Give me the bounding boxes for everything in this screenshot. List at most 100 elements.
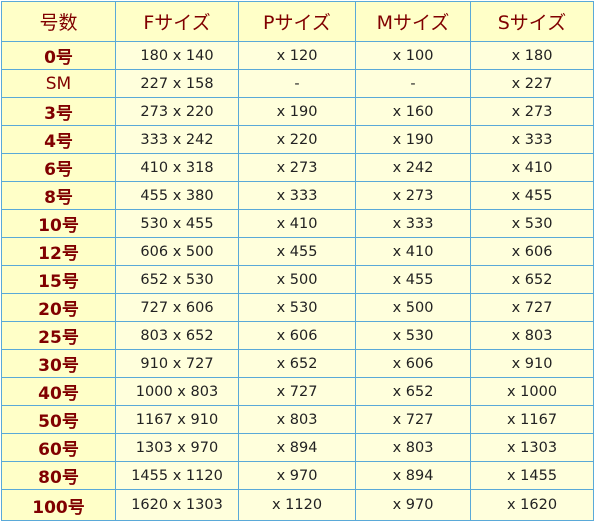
table-row: 30号 910 x 727 x 652 x 606 x 910 bbox=[1, 349, 594, 378]
m-size-cell: x 894 bbox=[355, 461, 471, 490]
table-row: 0号 180 x 140 x 120 x 100 x 180 bbox=[1, 41, 594, 70]
p-size-cell: x 894 bbox=[238, 433, 356, 462]
s-size-cell: x 1455 bbox=[470, 461, 594, 490]
m-size-cell: x 803 bbox=[355, 433, 471, 462]
p-size-cell: - bbox=[238, 69, 356, 98]
m-size-cell: x 100 bbox=[355, 41, 471, 70]
size-number-cell: 15号 bbox=[1, 265, 116, 294]
f-size-cell: 1303 x 970 bbox=[115, 433, 239, 462]
f-size-cell: 727 x 606 bbox=[115, 293, 239, 322]
p-size-cell: x 606 bbox=[238, 321, 356, 350]
s-size-cell: x 727 bbox=[470, 293, 594, 322]
p-size-cell: x 220 bbox=[238, 125, 356, 154]
header-f-size: Fサイズ bbox=[115, 1, 239, 42]
f-size-cell: 455 x 380 bbox=[115, 181, 239, 210]
s-size-cell: x 606 bbox=[470, 237, 594, 266]
table-row: 25号 803 x 652 x 606 x 530 x 803 bbox=[1, 321, 594, 350]
m-size-cell: x 455 bbox=[355, 265, 471, 294]
table-row: 10号 530 x 455 x 410 x 333 x 530 bbox=[1, 209, 594, 238]
table-row: 40号 1000 x 803 x 727 x 652 x 1000 bbox=[1, 377, 594, 406]
size-number-cell: 25号 bbox=[1, 321, 116, 350]
size-number-cell: 50号 bbox=[1, 405, 116, 434]
size-number-cell: 80号 bbox=[1, 461, 116, 490]
f-size-cell: 1455 x 1120 bbox=[115, 461, 239, 490]
f-size-cell: 1167 x 910 bbox=[115, 405, 239, 434]
p-size-cell: x 727 bbox=[238, 377, 356, 406]
s-size-cell: x 1303 bbox=[470, 433, 594, 462]
f-size-cell: 180 x 140 bbox=[115, 41, 239, 70]
table-row: 50号 1167 x 910 x 803 x 727 x 1167 bbox=[1, 405, 594, 434]
s-size-cell: x 530 bbox=[470, 209, 594, 238]
m-size-cell: x 727 bbox=[355, 405, 471, 434]
f-size-cell: 227 x 158 bbox=[115, 69, 239, 98]
table-row: 8号 455 x 380 x 333 x 273 x 455 bbox=[1, 181, 594, 210]
table-row: SM 227 x 158 - - x 227 bbox=[1, 69, 594, 98]
p-size-cell: x 455 bbox=[238, 237, 356, 266]
f-size-cell: 652 x 530 bbox=[115, 265, 239, 294]
size-number-cell: 20号 bbox=[1, 293, 116, 322]
f-size-cell: 273 x 220 bbox=[115, 97, 239, 126]
s-size-cell: x 455 bbox=[470, 181, 594, 210]
m-size-cell: x 160 bbox=[355, 97, 471, 126]
m-size-cell: x 333 bbox=[355, 209, 471, 238]
p-size-cell: x 190 bbox=[238, 97, 356, 126]
header-size-number: 号数 bbox=[1, 1, 116, 42]
m-size-cell: x 273 bbox=[355, 181, 471, 210]
size-number-cell: SM bbox=[1, 69, 116, 98]
header-p-size: Pサイズ bbox=[238, 1, 356, 42]
table-row: 80号 1455 x 1120 x 970 x 894 x 1455 bbox=[1, 461, 594, 490]
s-size-cell: x 1167 bbox=[470, 405, 594, 434]
s-size-cell: x 180 bbox=[470, 41, 594, 70]
table-header: 号数 Fサイズ Pサイズ Mサイズ Sサイズ bbox=[1, 1, 594, 42]
m-size-cell: x 410 bbox=[355, 237, 471, 266]
s-size-cell: x 273 bbox=[470, 97, 594, 126]
table-row: 3号 273 x 220 x 190 x 160 x 273 bbox=[1, 97, 594, 126]
p-size-cell: x 803 bbox=[238, 405, 356, 434]
m-size-cell: x 500 bbox=[355, 293, 471, 322]
size-number-cell: 100号 bbox=[1, 489, 116, 521]
f-size-cell: 333 x 242 bbox=[115, 125, 239, 154]
table-row: 4号 333 x 242 x 220 x 190 x 333 bbox=[1, 125, 594, 154]
m-size-cell: x 530 bbox=[355, 321, 471, 350]
f-size-cell: 1620 x 1303 bbox=[115, 489, 239, 521]
table-row: 12号 606 x 500 x 455 x 410 x 606 bbox=[1, 237, 594, 266]
f-size-cell: 803 x 652 bbox=[115, 321, 239, 350]
p-size-cell: x 120 bbox=[238, 41, 356, 70]
m-size-cell: x 606 bbox=[355, 349, 471, 378]
s-size-cell: x 910 bbox=[470, 349, 594, 378]
s-size-cell: x 410 bbox=[470, 153, 594, 182]
table-row: 15号 652 x 530 x 500 x 455 x 652 bbox=[1, 265, 594, 294]
f-size-cell: 530 x 455 bbox=[115, 209, 239, 238]
f-size-cell: 910 x 727 bbox=[115, 349, 239, 378]
table-row: 20号 727 x 606 x 530 x 500 x 727 bbox=[1, 293, 594, 322]
header-s-size: Sサイズ bbox=[470, 1, 594, 42]
p-size-cell: x 410 bbox=[238, 209, 356, 238]
header-row: 号数 Fサイズ Pサイズ Mサイズ Sサイズ bbox=[1, 1, 594, 42]
p-size-cell: x 652 bbox=[238, 349, 356, 378]
size-number-cell: 0号 bbox=[1, 41, 116, 70]
size-number-cell: 10号 bbox=[1, 209, 116, 238]
table-body: 0号 180 x 140 x 120 x 100 x 180 SM 227 x … bbox=[1, 41, 594, 521]
m-size-cell: x 652 bbox=[355, 377, 471, 406]
m-size-cell: x 242 bbox=[355, 153, 471, 182]
size-number-cell: 4号 bbox=[1, 125, 116, 154]
p-size-cell: x 500 bbox=[238, 265, 356, 294]
m-size-cell: x 970 bbox=[355, 489, 471, 521]
size-number-cell: 3号 bbox=[1, 97, 116, 126]
s-size-cell: x 652 bbox=[470, 265, 594, 294]
p-size-cell: x 333 bbox=[238, 181, 356, 210]
table-row: 6号 410 x 318 x 273 x 242 x 410 bbox=[1, 153, 594, 182]
p-size-cell: x 530 bbox=[238, 293, 356, 322]
f-size-cell: 606 x 500 bbox=[115, 237, 239, 266]
f-size-cell: 1000 x 803 bbox=[115, 377, 239, 406]
s-size-cell: x 227 bbox=[470, 69, 594, 98]
size-number-cell: 8号 bbox=[1, 181, 116, 210]
p-size-cell: x 273 bbox=[238, 153, 356, 182]
m-size-cell: - bbox=[355, 69, 471, 98]
p-size-cell: x 1120 bbox=[238, 489, 356, 521]
size-number-cell: 40号 bbox=[1, 377, 116, 406]
m-size-cell: x 190 bbox=[355, 125, 471, 154]
header-m-size: Mサイズ bbox=[355, 1, 471, 42]
size-number-cell: 30号 bbox=[1, 349, 116, 378]
